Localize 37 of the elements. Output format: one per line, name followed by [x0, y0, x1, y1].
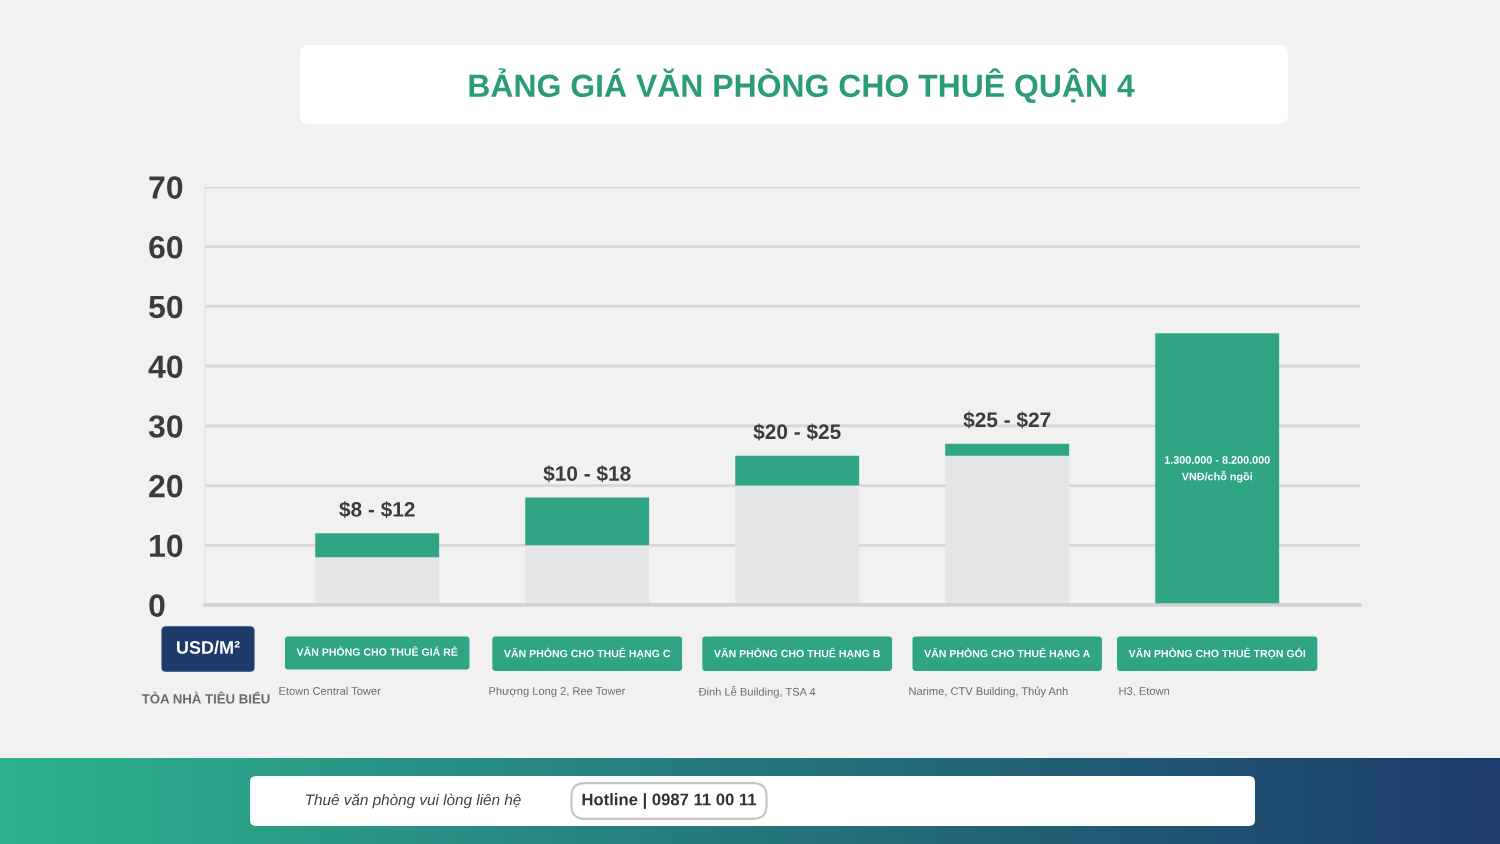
bar [735, 455, 860, 486]
y-tick-label: 10 [150, 534, 183, 558]
chart-title: BẢNG GIÁ VĂN PHÒNG CHO THUÊ QUẬN 4 [469, 68, 1135, 104]
annotation: $8 - $12 [339, 501, 415, 519]
bar [945, 455, 1070, 605]
y-tick-label: 20 [149, 474, 183, 498]
y-tick-label: 30 [148, 415, 183, 438]
x-tick-label: VĂN PHÒNG CHO THUÊ HẠNG A [924, 647, 1090, 660]
bar [525, 497, 650, 546]
text: H3, Etown [1119, 687, 1170, 697]
x-tick-label: VĂN PHÒNG CHO THUÊ GIÁ RẺ [296, 646, 458, 656]
annotation: $25 - $27 [963, 411, 1051, 429]
y-tick-label: 50 [149, 295, 183, 319]
bar [315, 557, 440, 605]
y-axis-title: USD/M² [176, 640, 240, 655]
text: Thuê văn phòng vui lòng liên hệ [306, 793, 521, 809]
text: Hotline | 0987 11 00 11 [582, 793, 757, 809]
bar [315, 533, 440, 558]
annotation: 1.300.000 - 8.200.000 VNĐ/chỗ ngồi [1164, 456, 1270, 483]
y-tick-label: 40 [148, 355, 183, 379]
text: Phượng Long 2, Ree Tower [489, 686, 626, 698]
bar [1155, 333, 1280, 605]
annotation: $10 - $18 [543, 465, 631, 483]
text: Narime, CTV Building, Thủy Anh [909, 686, 1068, 698]
bar [945, 443, 1070, 456]
bar [735, 485, 860, 605]
text: TÒA NHÀ TIÊU BIỂU [141, 691, 270, 704]
y-tick-label: 0 [149, 594, 165, 617]
annotation: $20 - $25 [753, 423, 841, 441]
x-tick-label: VĂN PHÒNG CHO THUÊ HẠNG B [714, 647, 880, 660]
y-tick-label: 70 [149, 176, 183, 199]
text: Etown Central Tower [279, 686, 381, 695]
x-tick-label: VĂN PHÒNG CHO THUÊ TRỌN GÓI [1128, 647, 1306, 660]
y-tick-label: 60 [149, 235, 183, 259]
text: Đinh Lễ Building, TSA 4 [698, 685, 816, 698]
bar [525, 545, 650, 605]
x-tick-label: VĂN PHÒNG CHO THUÊ HẠNG C [504, 647, 671, 660]
